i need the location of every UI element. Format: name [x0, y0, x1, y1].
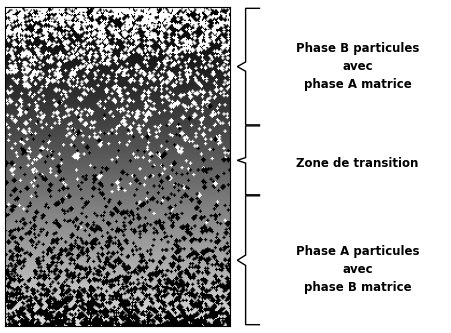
Text: Phase A particules
avec
phase B matrice: Phase A particules avec phase B matrice: [296, 245, 419, 294]
Text: Zone de transition: Zone de transition: [296, 157, 419, 170]
Text: Phase B particules
avec
phase A matrice: Phase B particules avec phase A matrice: [296, 42, 419, 91]
